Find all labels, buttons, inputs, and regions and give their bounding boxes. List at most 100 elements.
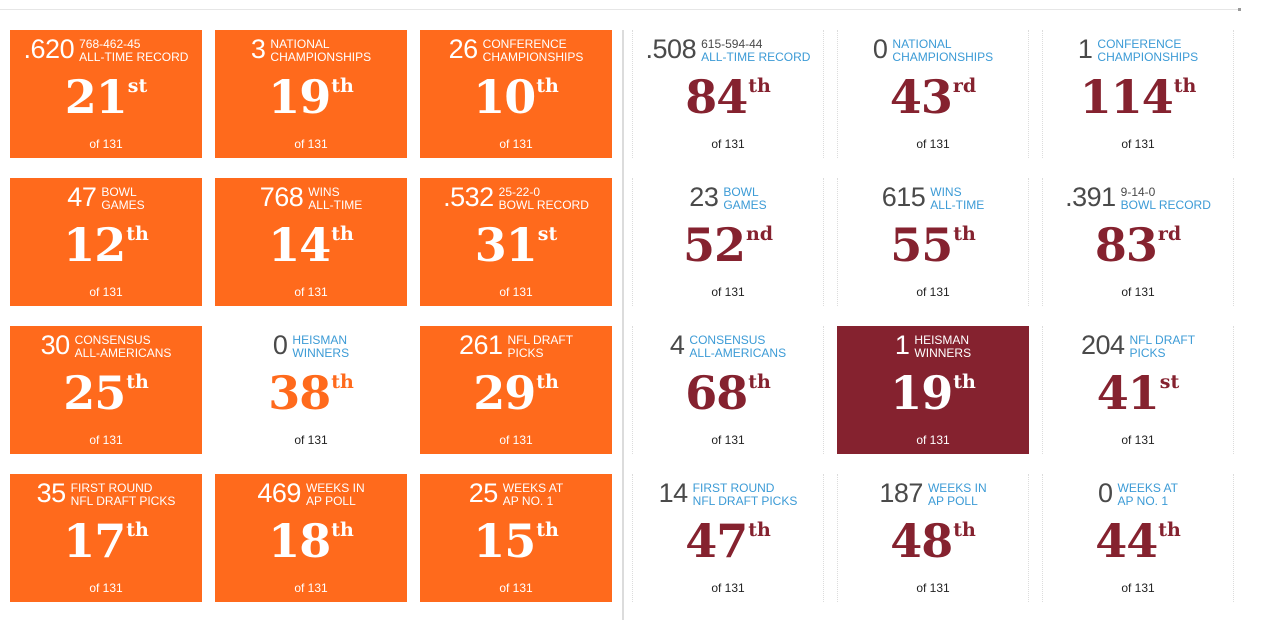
stat-tile-weeks-in-ap-poll: 187 WEEKS IN AP POLL 48th of 131 bbox=[837, 474, 1029, 602]
rank: 29th bbox=[473, 366, 559, 420]
rank-of-total: of 131 bbox=[916, 285, 950, 299]
stat-tile-first-round-picks: 14 FIRST ROUND NFL DRAFT PICKS 47th of 131 bbox=[632, 474, 824, 602]
stat-value: .391 bbox=[1065, 182, 1116, 212]
rank: 31st bbox=[474, 218, 558, 272]
stat-value: 469 bbox=[257, 478, 301, 508]
stat-label: 768-462-45 ALL-TIME RECORD bbox=[79, 37, 189, 64]
stat-tile-consensus-all-americans: 4 CONSENSUS ALL-AMERICANS 68th of 131 bbox=[632, 326, 824, 454]
stat-tile-all-time-record: .620 768-462-45 ALL-TIME RECORD 21st of 13… bbox=[10, 30, 202, 158]
rank: 19th bbox=[890, 366, 976, 420]
stat-value: 0 bbox=[1098, 478, 1113, 508]
rank-of-total: of 131 bbox=[499, 137, 533, 151]
rank: 43rd bbox=[889, 70, 977, 124]
top-rule bbox=[0, 9, 1240, 10]
stat-value: 0 bbox=[272, 330, 288, 360]
rank: 52nd bbox=[682, 218, 774, 272]
rank-of-total: of 131 bbox=[294, 433, 328, 447]
rank-of-total: of 131 bbox=[916, 581, 950, 595]
stat-tile-bowl-games: 23 BOWL GAMES 52nd of 131 bbox=[632, 178, 824, 306]
stat-tile-national-championships: 0 NATIONAL CHAMPIONSHIPS 43rd of 131 bbox=[837, 30, 1029, 158]
stat-tile-consensus-all-americans: 30 CONSENSUS ALL-AMERICANS 25th of 131 bbox=[10, 326, 202, 454]
stat-label: FIRST ROUND NFL DRAFT PICKS bbox=[70, 481, 176, 508]
stat-label: NATIONAL CHAMPIONSHIPS bbox=[270, 37, 372, 64]
stat-label: NATIONAL CHAMPIONSHIPS bbox=[892, 37, 994, 64]
rank: 48th bbox=[890, 514, 976, 568]
stat-value: 14 bbox=[658, 478, 689, 508]
rank-of-total: of 131 bbox=[1121, 137, 1155, 151]
stat-value: 0 bbox=[872, 34, 888, 64]
rank: 55th bbox=[890, 218, 976, 272]
stat-value: 23 bbox=[689, 182, 719, 212]
rank-of-total: of 131 bbox=[499, 581, 533, 595]
stat-label: HEISMAN WINNERS bbox=[292, 333, 350, 360]
stat-tile-weeks-in-ap-poll: 469 WEEKS IN AP POLL 18th of 131 bbox=[215, 474, 407, 602]
rank-of-total: of 131 bbox=[89, 433, 123, 447]
rank-of-total: of 131 bbox=[711, 433, 745, 447]
rank-of-total: of 131 bbox=[916, 433, 950, 447]
panel-divider bbox=[622, 30, 624, 620]
rank: 38th bbox=[268, 366, 354, 420]
rank-of-total: of 131 bbox=[711, 285, 745, 299]
rank: 44th bbox=[1095, 514, 1181, 568]
rank-of-total: of 131 bbox=[916, 137, 950, 151]
stat-label: WEEKS AT AP NO. 1 bbox=[1117, 481, 1178, 508]
stat-tile-heisman-winners: 0 HEISMAN WINNERS 38th of 131 bbox=[215, 326, 407, 454]
rank-of-total: of 131 bbox=[294, 581, 328, 595]
rank: 41st bbox=[1096, 366, 1180, 420]
stat-label: NFL DRAFT PICKS bbox=[1129, 333, 1196, 360]
stat-label: 9-14-0 BOWL RECORD bbox=[1120, 185, 1211, 212]
rank: 14th bbox=[268, 218, 354, 272]
rank: 19th bbox=[268, 70, 354, 124]
rank-of-total: of 131 bbox=[499, 285, 533, 299]
stat-label: CONSENSUS ALL-AMERICANS bbox=[689, 333, 787, 360]
rank: 83rd bbox=[1094, 218, 1182, 272]
stat-value: 1 bbox=[894, 330, 910, 360]
rank: 21st bbox=[64, 70, 148, 124]
rank-of-total: of 131 bbox=[711, 581, 745, 595]
stat-value: 1 bbox=[1077, 34, 1093, 64]
stat-value: 26 bbox=[448, 34, 479, 64]
rank-of-total: of 131 bbox=[1121, 433, 1155, 447]
stat-label: FIRST ROUND NFL DRAFT PICKS bbox=[692, 481, 798, 508]
stat-label: WEEKS IN AP POLL bbox=[927, 481, 987, 508]
stat-tile-nfl-draft-picks: 261 NFL DRAFT PICKS 29th of 131 bbox=[420, 326, 612, 454]
stat-tile-first-round-picks: 35 FIRST ROUND NFL DRAFT PICKS 17th of 131 bbox=[10, 474, 202, 602]
stat-label: NFL DRAFT PICKS bbox=[507, 333, 574, 360]
stat-value: .532 bbox=[443, 182, 494, 212]
rank-of-total: of 131 bbox=[89, 285, 123, 299]
stat-tile-conference-championships: 1 CONFERENCE CHAMPIONSHIPS 114th of 131 bbox=[1042, 30, 1234, 158]
stat-tile-bowl-games: 47 BOWL GAMES 12th of 131 bbox=[10, 178, 202, 306]
stat-label: CONFERENCE CHAMPIONSHIPS bbox=[1097, 37, 1199, 64]
stat-value: 3 bbox=[250, 34, 266, 64]
stat-tile-nfl-draft-picks: 204 NFL DRAFT PICKS 41st of 131 bbox=[1042, 326, 1234, 454]
rank-of-total: of 131 bbox=[294, 285, 328, 299]
stat-value: 615 bbox=[881, 182, 926, 212]
rank-of-total: of 131 bbox=[711, 137, 745, 151]
stat-value: 35 bbox=[36, 478, 67, 508]
rank-of-total: of 131 bbox=[294, 137, 328, 151]
stat-value: 4 bbox=[669, 330, 685, 360]
stat-value: 187 bbox=[879, 478, 923, 508]
stat-label: WEEKS AT AP NO. 1 bbox=[502, 481, 564, 508]
left-stats-panel: .620 768-462-45 ALL-TIME RECORD 21st of 13… bbox=[10, 30, 612, 602]
stat-tile-all-time-record: .508 615-594-44 ALL-TIME RECORD 84th of 13… bbox=[632, 30, 824, 158]
rank: 68th bbox=[685, 366, 771, 420]
stat-tile-weeks-at-ap-no1: 0 WEEKS AT AP NO. 1 44th of 131 bbox=[1042, 474, 1234, 602]
stat-tile-weeks-at-ap-no1: 25 WEEKS AT AP NO. 1 15th of 131 bbox=[420, 474, 612, 602]
stat-value: .508 bbox=[645, 34, 697, 64]
stat-value: 768 bbox=[259, 182, 304, 212]
stat-label: BOWL GAMES bbox=[723, 185, 767, 212]
stat-label: CONFERENCE CHAMPIONSHIPS bbox=[482, 37, 584, 64]
rank-of-total: of 131 bbox=[89, 137, 123, 151]
stat-value: .620 bbox=[23, 34, 75, 64]
stat-value: 25 bbox=[468, 478, 499, 508]
top-rule-end bbox=[1238, 8, 1241, 11]
stat-value: 30 bbox=[40, 330, 71, 360]
rank: 17th bbox=[63, 514, 149, 568]
rank: 84th bbox=[685, 70, 771, 124]
stat-label: WINS ALL-TIME bbox=[930, 185, 985, 212]
stat-tile-bowl-record: .532 25-22-0 BOWL RECORD 31st of 131 bbox=[420, 178, 612, 306]
stat-tile-wins-all-time: 615 WINS ALL-TIME 55th of 131 bbox=[837, 178, 1029, 306]
stat-tile-heisman-winners: 1 HEISMAN WINNERS 19th of 131 bbox=[837, 326, 1029, 454]
stat-label: 615-594-44 ALL-TIME RECORD bbox=[701, 37, 811, 64]
